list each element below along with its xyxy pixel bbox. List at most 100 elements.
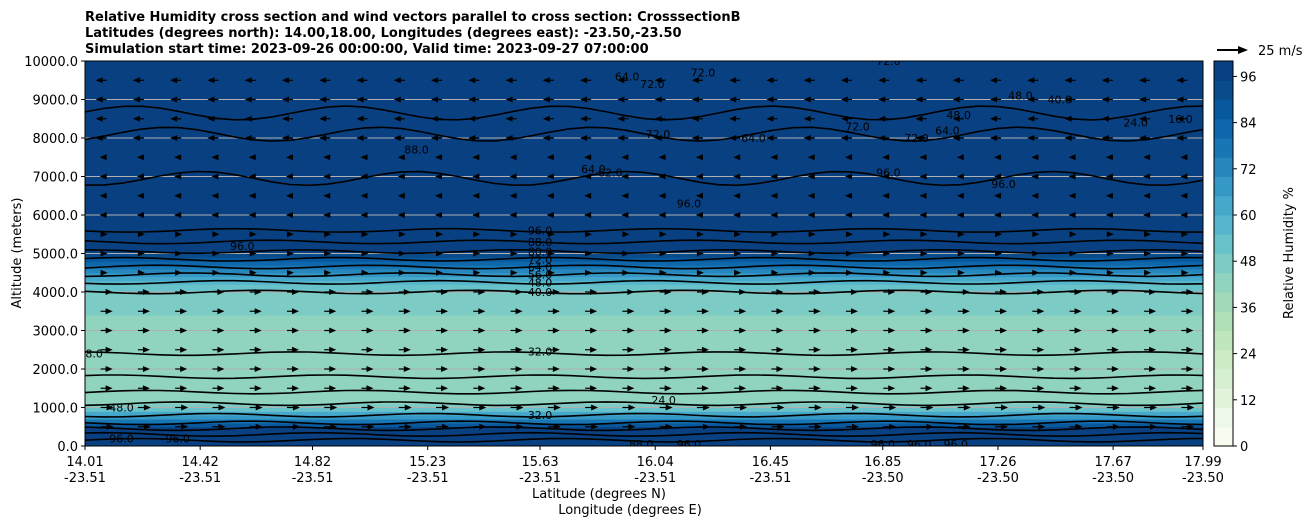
wind-vector-head	[249, 269, 257, 276]
wind-vector-head	[95, 135, 103, 141]
wind-vector-head	[255, 423, 263, 430]
humidity-band	[85, 183, 1203, 189]
humidity-band	[85, 122, 1203, 127]
wind-vector-head	[1068, 173, 1076, 180]
wind-vector-head	[925, 289, 933, 295]
wind-vector-head	[925, 366, 933, 372]
wind-vector-head	[174, 212, 182, 218]
wind-vector-head	[590, 289, 598, 295]
x-tick-latitude: 14.01	[66, 455, 103, 470]
humidity-band	[85, 87, 1203, 93]
wind-vector-head	[883, 250, 891, 257]
wind-vector-head	[654, 135, 662, 141]
humidity-band	[85, 102, 1203, 108]
wind-vector-head	[1001, 423, 1009, 430]
wind-vector-head	[888, 385, 896, 392]
colorbar-tick-label: 96	[1240, 70, 1257, 85]
wind-vector-head	[590, 308, 598, 315]
wind-vector-head	[691, 115, 699, 122]
wind-vector-head	[441, 346, 449, 353]
humidity-band	[85, 72, 1203, 77]
wind-vector-head	[217, 346, 225, 353]
wind-vector-head	[1186, 308, 1194, 315]
humidity-band	[85, 310, 1203, 316]
wind-vector-head	[1181, 269, 1189, 276]
x-tick-longitude: -23.51	[407, 471, 449, 486]
contour-label: 96.0	[944, 438, 969, 451]
humidity-band	[85, 137, 1203, 143]
wind-vector-head	[664, 366, 672, 372]
colorbar-frame	[1213, 60, 1234, 447]
wind-vector-head	[739, 385, 747, 392]
contour-label: 96.0	[109, 432, 134, 445]
contour-label: 64.0	[528, 261, 553, 274]
y-axis-label: Altitude (meters)	[10, 198, 25, 309]
humidity-band	[85, 414, 1203, 420]
wind-vector-head	[180, 366, 188, 372]
wind-vector-head	[323, 173, 331, 180]
humidity-band	[85, 218, 1203, 224]
contour-label: 72.0	[876, 55, 901, 68]
wind-vector-head	[1144, 231, 1152, 238]
colorbar-swatch	[1214, 388, 1233, 408]
wind-vector-head	[211, 154, 219, 161]
wind-vector-head	[1150, 404, 1158, 411]
colorbar-swatch	[1214, 99, 1233, 120]
wind-vector-head	[956, 154, 964, 161]
wind-vector-head	[807, 212, 815, 218]
wind-reference-key: 25 m/s	[1217, 44, 1303, 59]
wind-vector-head	[99, 212, 107, 218]
colorbar-swatch	[1214, 330, 1233, 351]
humidity-band	[85, 152, 1203, 158]
wind-vector-head	[441, 327, 449, 334]
wind-vector-head	[1074, 346, 1082, 353]
colorbar-swatch	[1214, 215, 1233, 235]
contour-line	[85, 437, 1203, 443]
contour-label: 64.0	[741, 132, 766, 145]
colorbar-label: Relative Humidity %	[1282, 187, 1297, 319]
y-tick-label: 7000.0	[33, 171, 79, 186]
wind-vector-head	[627, 366, 635, 372]
wind-vector-head	[95, 77, 103, 84]
wind-vector-head	[291, 346, 299, 353]
wind-vector-head	[542, 135, 550, 141]
colorbar-swatch	[1214, 195, 1233, 216]
wind-vector-head	[478, 366, 486, 372]
wind-vector-head	[658, 154, 666, 161]
contour-label: 96.0	[230, 240, 255, 253]
wind-vector-head	[628, 423, 636, 430]
wind-vector-head	[665, 404, 673, 411]
humidity-band	[85, 172, 1203, 177]
wind-vector-head	[584, 173, 592, 180]
wind-vector-head	[472, 154, 480, 161]
wind-vector-head	[319, 77, 327, 84]
humidity-band	[85, 68, 1203, 74]
wind-vector-head	[770, 192, 778, 199]
wind-vector-head	[1000, 385, 1008, 392]
wind-vector-head	[479, 423, 487, 430]
wind-vector-head	[516, 423, 524, 430]
wind-vector-head	[361, 250, 369, 257]
wind-vector-head	[1111, 385, 1119, 392]
x-tick-longitude: -23.50	[1182, 471, 1224, 486]
wind-vector-head	[701, 366, 709, 372]
wind-vector-head	[473, 231, 481, 238]
wind-vector-head	[174, 154, 182, 161]
wind-vector-head	[1031, 154, 1039, 161]
wind-vector-head	[403, 327, 411, 334]
contour-line	[85, 351, 1203, 357]
wind-vector-head	[393, 135, 401, 141]
humidity-band	[85, 199, 1203, 204]
contour-label: 64.0	[615, 70, 640, 83]
wind-vector-head	[1038, 404, 1046, 411]
wind-vector-head	[324, 231, 332, 238]
wind-vector-head	[1187, 404, 1195, 411]
wind-vector-head	[285, 173, 293, 180]
wind-vector-head	[926, 423, 934, 430]
wind-vector-head	[733, 154, 741, 161]
contour-labels: 96.088.080.072.064.056.048.040.032.024.0…	[85, 55, 1193, 451]
wind-vector-head	[218, 404, 226, 411]
wind-vector-head	[1111, 327, 1119, 334]
humidity-band	[85, 430, 1203, 435]
wind-vector-head	[254, 289, 262, 295]
